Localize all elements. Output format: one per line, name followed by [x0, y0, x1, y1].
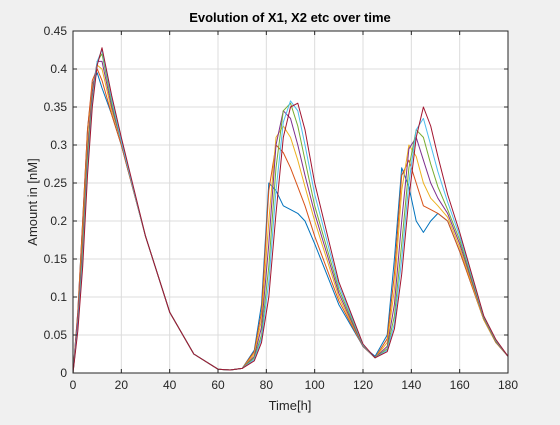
- y-tick-label: 0.25: [44, 176, 68, 190]
- y-tick-label: 0.4: [50, 62, 67, 76]
- y-tick-label: 0.05: [44, 328, 68, 342]
- x-axis-label: Time[h]: [269, 398, 312, 413]
- x-tick-label: 140: [401, 378, 421, 392]
- y-tick-label: 0.2: [50, 214, 67, 228]
- y-axis-label: Amount in [nM]: [25, 158, 40, 245]
- y-tick-label: 0.35: [44, 100, 68, 114]
- x-tick-label: 0: [70, 378, 77, 392]
- x-tick-label: 20: [115, 378, 129, 392]
- x-tick-label: 100: [305, 378, 325, 392]
- x-tick-label: 40: [163, 378, 177, 392]
- x-tick-label: 120: [353, 378, 373, 392]
- y-tick-label: 0.15: [44, 252, 68, 266]
- x-tick-label: 60: [211, 378, 225, 392]
- y-tick-label: 0.1: [50, 290, 67, 304]
- y-tick-label: 0: [60, 366, 67, 380]
- y-tick-label: 0.45: [44, 24, 68, 38]
- x-tick-label: 160: [450, 378, 470, 392]
- chart-title: Evolution of X1, X2 etc over time: [189, 10, 391, 25]
- plot-area: [73, 31, 508, 373]
- y-tick-label: 0.3: [50, 138, 67, 152]
- x-tick-label: 80: [260, 378, 274, 392]
- x-tick-label: 180: [498, 378, 518, 392]
